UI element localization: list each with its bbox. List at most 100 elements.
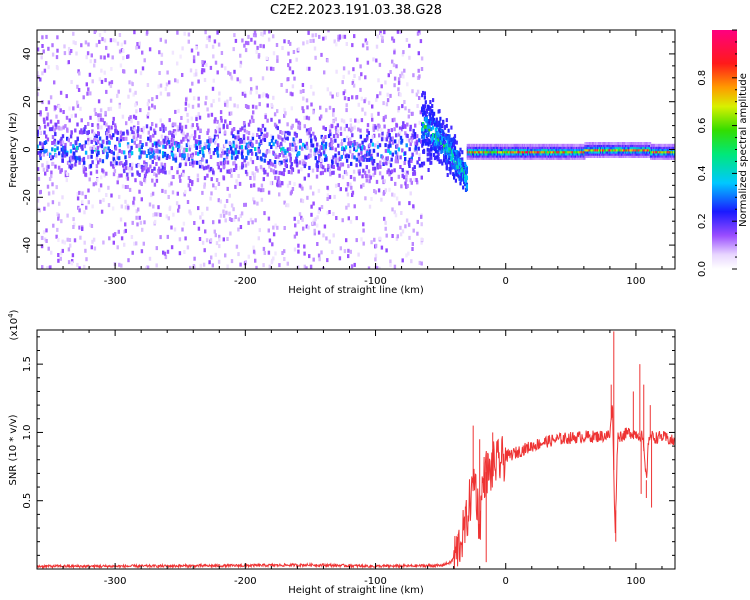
heatmap-cell	[390, 128, 393, 133]
heatmap-cell	[157, 212, 160, 217]
heatmap-cell	[332, 211, 335, 216]
heatmap-cell	[421, 127, 424, 132]
heatmap-cell	[590, 144, 593, 148]
heatmap-cell	[88, 177, 91, 182]
y-tick-label: -20	[22, 189, 33, 205]
heatmap-cell	[170, 245, 174, 250]
heatmap-cell	[87, 200, 90, 205]
heatmap-cell	[180, 129, 183, 134]
heatmap-cell	[95, 149, 98, 154]
heatmap-cell	[208, 148, 211, 153]
heatmap-cell	[426, 152, 429, 157]
heatmap-cell	[195, 45, 198, 50]
heatmap-cell	[174, 131, 177, 136]
heatmap-cell	[249, 119, 252, 124]
heatmap-cell	[118, 33, 122, 37]
heatmap-cell	[444, 133, 447, 138]
heatmap-cell	[301, 159, 304, 164]
heatmap-cell	[376, 162, 379, 167]
heatmap-cell	[247, 161, 250, 166]
heatmap-cell	[112, 121, 115, 125]
heatmap-cell	[189, 88, 192, 93]
heatmap-cell	[177, 204, 181, 209]
heatmap-cell	[183, 153, 186, 158]
heatmap-cell	[312, 131, 315, 136]
heatmap-cell	[344, 169, 347, 174]
heatmap-cell	[383, 179, 386, 184]
heatmap-cell	[41, 142, 44, 147]
heatmap-cell	[124, 205, 128, 210]
heatmap-cell	[565, 156, 568, 160]
heatmap-cell	[37, 167, 40, 172]
heatmap-cell	[324, 144, 327, 149]
heatmap-cell	[429, 140, 432, 145]
heatmap-cell	[71, 155, 75, 160]
heatmap-cell	[386, 156, 389, 161]
heatmap-cell	[178, 174, 181, 179]
heatmap-cell	[378, 124, 381, 129]
heatmap-cell	[440, 140, 443, 145]
heatmap-cell	[97, 117, 100, 122]
heatmap-cell	[189, 145, 193, 150]
heatmap-cell	[328, 143, 332, 147]
heatmap-cell	[387, 168, 390, 173]
heatmap-cell	[69, 155, 73, 160]
heatmap-cell	[230, 203, 234, 208]
heatmap-cell	[205, 62, 208, 67]
heatmap-cell	[42, 152, 45, 157]
heatmap-cell	[61, 134, 65, 139]
heatmap-cell	[104, 78, 107, 83]
heatmap-cell	[191, 81, 194, 86]
heatmap-cell	[408, 43, 411, 48]
heatmap-cell	[293, 234, 297, 239]
heatmap-cell	[111, 206, 115, 211]
heatmap-cell	[96, 178, 99, 182]
heatmap-cell	[578, 156, 581, 160]
heatmap-cell	[309, 39, 312, 43]
x-tick-label: -200	[234, 576, 257, 587]
heatmap-cell	[312, 110, 315, 115]
heatmap-cell	[258, 102, 261, 107]
y-tick-label: 1.5	[22, 356, 33, 372]
heatmap-cell	[37, 150, 40, 155]
heatmap-cell	[201, 68, 204, 73]
heatmap-cell	[216, 126, 219, 131]
heatmap-cell	[136, 133, 140, 138]
heatmap-cell	[234, 166, 238, 171]
heatmap-cell	[353, 140, 356, 144]
heatmap-cell	[83, 127, 86, 132]
heatmap-cell	[147, 111, 150, 116]
heatmap-cell	[424, 141, 427, 146]
heatmap-cell	[254, 33, 257, 38]
heatmap-cell	[331, 124, 334, 129]
heatmap-cell	[278, 142, 281, 147]
heatmap-cell	[68, 162, 71, 167]
heatmap-cell	[99, 108, 103, 113]
snr-y-label: SNR (10 * v/v)	[8, 414, 19, 485]
heatmap-cell	[249, 217, 253, 222]
heatmap-cell	[341, 80, 344, 85]
heatmap-cell	[209, 139, 212, 144]
heatmap-cell	[553, 146, 556, 150]
heatmap-cell	[553, 148, 556, 152]
heatmap-cell	[170, 175, 174, 179]
heatmap-cell	[230, 111, 233, 116]
heatmap-cell	[208, 168, 211, 173]
heatmap-cell	[364, 149, 368, 154]
heatmap-cell	[47, 65, 50, 70]
heatmap-cell	[298, 138, 302, 143]
heatmap-cell	[187, 157, 191, 162]
heatmap-cell	[334, 138, 337, 143]
heatmap-cell	[229, 96, 232, 101]
heatmap-cell	[162, 154, 165, 159]
heatmap-cell	[376, 140, 379, 145]
heatmap-cell	[276, 58, 279, 63]
heatmap-cell	[78, 266, 81, 269]
heatmap-cell	[45, 34, 48, 39]
heatmap-cell	[200, 70, 204, 75]
heatmap-cell	[295, 163, 299, 168]
heatmap-cell	[244, 202, 247, 207]
heatmap-cell	[118, 194, 121, 199]
heatmap-cell	[421, 134, 424, 139]
heatmap-cell	[123, 169, 126, 174]
